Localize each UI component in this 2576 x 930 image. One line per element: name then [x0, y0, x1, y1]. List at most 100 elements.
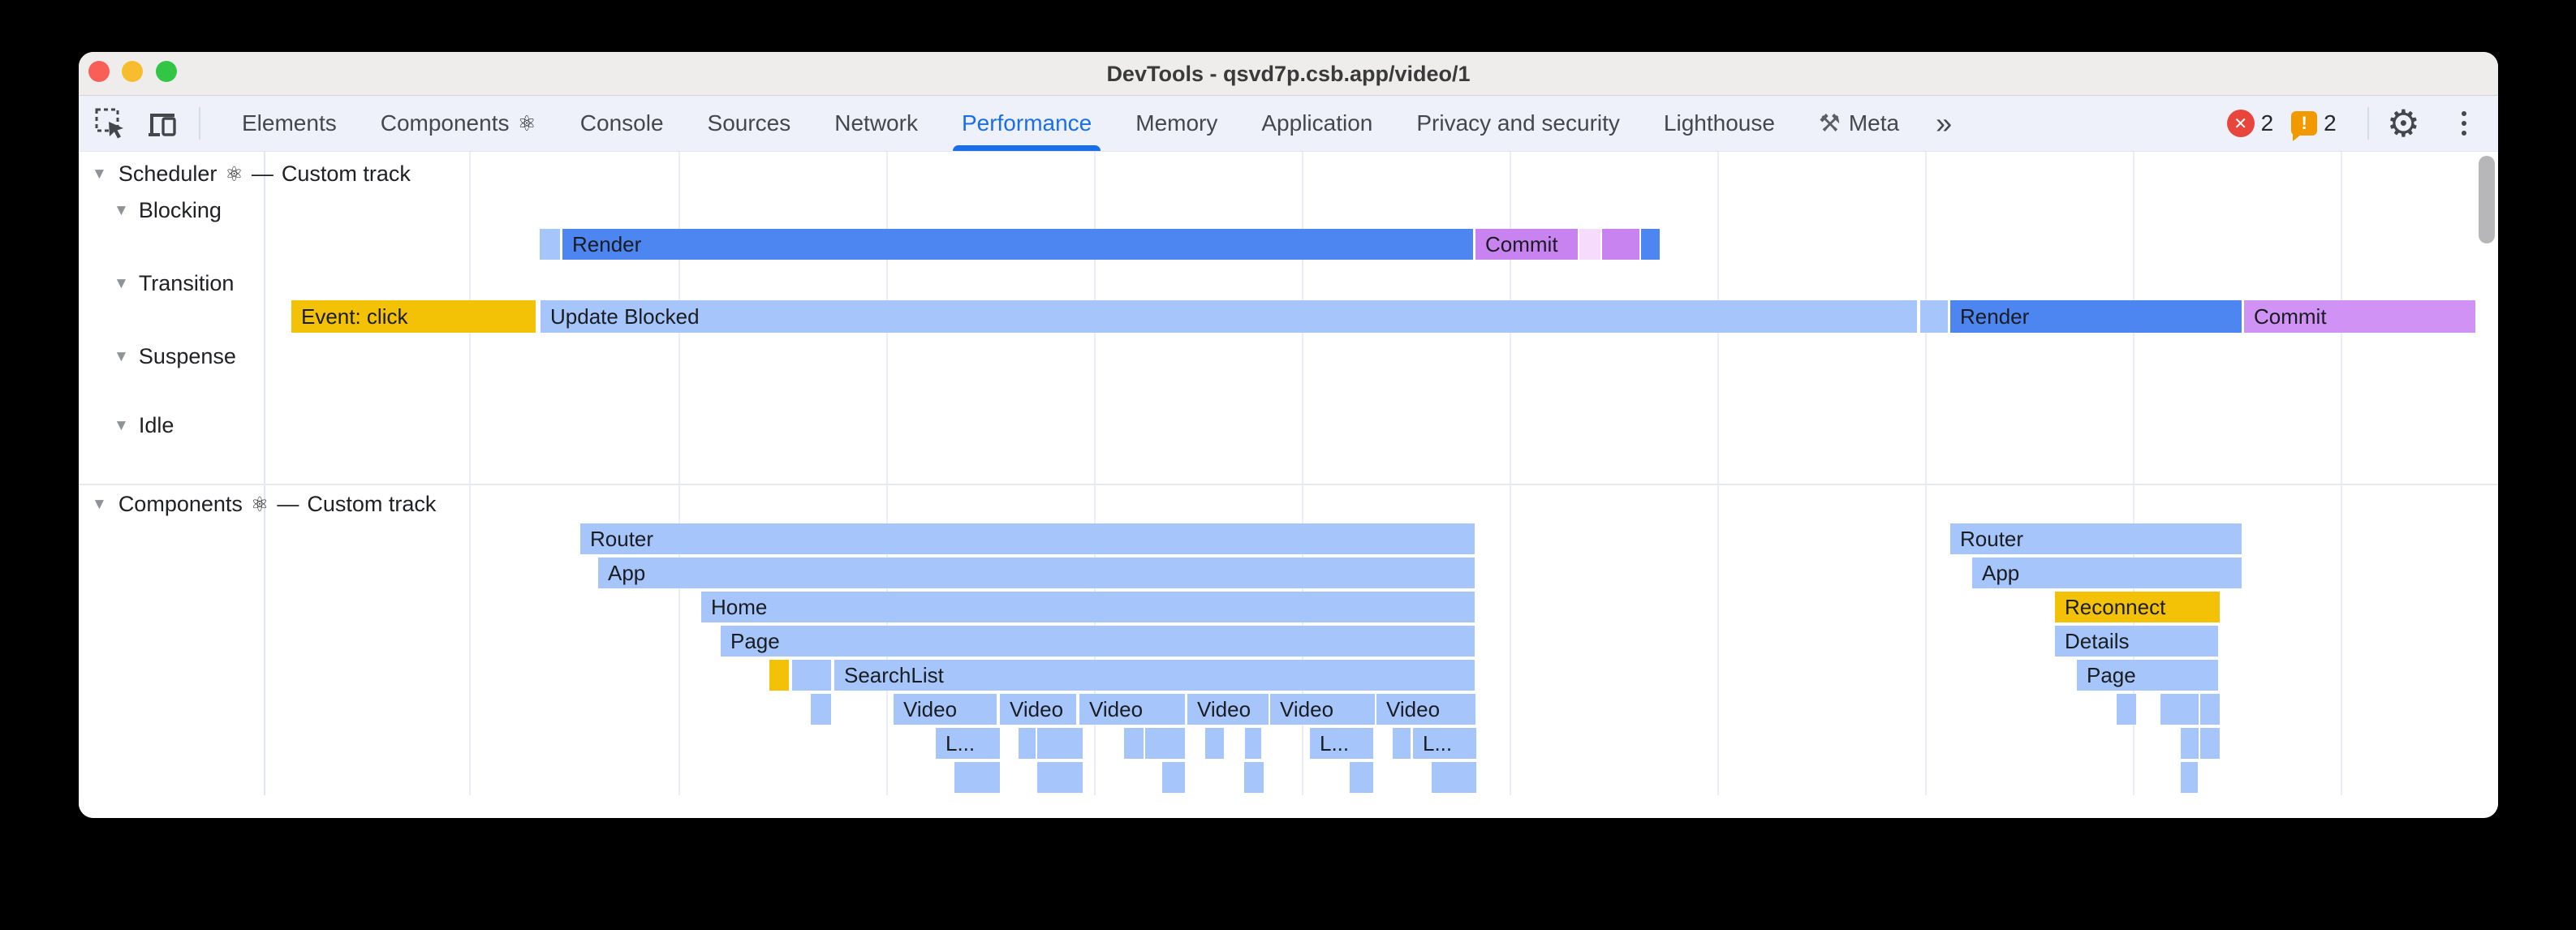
tab-performance[interactable]: Performance	[940, 96, 1114, 151]
flame-bar[interactable]	[2117, 694, 2136, 725]
tab-network[interactable]: Network	[812, 96, 940, 151]
tab-label: Lighthouse	[1663, 110, 1775, 136]
flame-bar-render[interactable]: Render	[1950, 300, 2242, 333]
flame-bar-commit[interactable]: Commit	[2244, 300, 2475, 333]
lane-label-idle[interactable]: ▼ Idle	[114, 413, 174, 438]
flame-bar[interactable]	[2160, 694, 2199, 725]
tab-meta[interactable]: ⚒ Meta	[1797, 96, 1921, 151]
flame-bar[interactable]	[1920, 300, 1948, 333]
flame-bar-page[interactable]: Page	[2077, 660, 2218, 691]
tab-privacy-and-security[interactable]: Privacy and security	[1394, 96, 1642, 151]
tab-application[interactable]: Application	[1239, 96, 1394, 151]
flame-bar-app[interactable]: App	[1972, 558, 2242, 588]
zoom-button[interactable]	[156, 61, 177, 82]
flame-bar-video[interactable]: Video	[1187, 694, 1269, 725]
flame-bar[interactable]	[1019, 728, 1036, 759]
tab-label: Meta	[1848, 110, 1900, 136]
flame-bar-video[interactable]: Video	[1270, 694, 1375, 725]
lane-name: Transition	[138, 271, 235, 295]
grid-line	[2133, 152, 2134, 795]
flame-bar[interactable]	[954, 762, 1000, 793]
close-button[interactable]	[88, 61, 110, 82]
minimize-button[interactable]	[122, 61, 143, 82]
flame-bar-home[interactable]: Home	[701, 592, 1475, 622]
tools-icon: ⚒	[1818, 110, 1841, 137]
flame-bar-event-click[interactable]: Event: click	[291, 300, 536, 333]
flame-bar[interactable]	[1245, 728, 1261, 759]
components-track-header[interactable]: ▼ Components ⚛ — Custom track	[92, 492, 436, 517]
track-name: Components	[118, 492, 243, 516]
flame-bar-render[interactable]: Render	[562, 229, 1473, 260]
flame-bar[interactable]	[2181, 762, 2198, 793]
flame-bar[interactable]	[1350, 762, 1373, 793]
warning-badge[interactable]: ! 2	[2291, 110, 2337, 141]
tab-lighthouse[interactable]: Lighthouse	[1642, 96, 1797, 151]
tab-strip: Elements Components ⚛ Console Sources Network…	[220, 96, 1921, 151]
flame-bar[interactable]	[1393, 728, 1411, 759]
flame-bar[interactable]	[1432, 762, 1476, 793]
error-badge[interactable]: ✕ 2	[2226, 110, 2273, 137]
flame-bar[interactable]	[540, 229, 560, 260]
lane-name: Suspense	[138, 344, 236, 368]
device-toolbar-icon[interactable]	[145, 106, 179, 140]
flame-bar-video[interactable]: Video	[1079, 694, 1185, 725]
tab-elements[interactable]: Elements	[220, 96, 359, 151]
flame-bar-page[interactable]: Page	[721, 626, 1475, 657]
flame-bar[interactable]	[1037, 728, 1083, 759]
grid-line	[1094, 152, 1096, 795]
flame-bar[interactable]	[1124, 728, 1144, 759]
track-suffix: Custom track	[307, 492, 437, 516]
flame-bar-l[interactable]: L...	[1310, 728, 1373, 759]
flame-bar-video[interactable]: Video	[1376, 694, 1475, 725]
dash: —	[251, 161, 274, 186]
lane-label-transition[interactable]: ▼ Transition	[114, 271, 234, 296]
collapse-triangle-icon: ▼	[114, 416, 129, 434]
more-tabs-button[interactable]: »	[1936, 106, 1953, 140]
scheduler-track-header[interactable]: ▼ Scheduler ⚛ — Custom track	[92, 161, 411, 187]
flame-bar-l[interactable]: L...	[1413, 728, 1476, 759]
kebab-menu-button[interactable]	[2446, 105, 2482, 141]
lane-name: Idle	[138, 413, 174, 437]
flame-bar[interactable]	[1602, 229, 1639, 260]
flame-bar[interactable]	[1145, 728, 1185, 759]
flame-chart: ▼ Scheduler ⚛ — Custom track ▼ Component…	[79, 152, 2498, 818]
flame-bar[interactable]	[2200, 728, 2220, 759]
flame-bar[interactable]	[792, 660, 831, 691]
inspect-element-icon[interactable]	[93, 106, 127, 140]
lane-label-blocking[interactable]: ▼ Blocking	[114, 198, 222, 223]
flame-bar[interactable]	[1205, 728, 1224, 759]
flame-bar[interactable]	[1641, 229, 1660, 260]
flame-bar[interactable]	[1244, 762, 1264, 793]
flame-bar[interactable]	[1579, 229, 1600, 260]
flame-bar-reconnect[interactable]: Reconnect	[2055, 592, 2220, 622]
flame-bar-video[interactable]: Video	[894, 694, 997, 725]
tab-label: Network	[834, 110, 918, 136]
tab-label: Application	[1261, 110, 1373, 136]
flame-bar[interactable]	[811, 694, 831, 725]
flame-bar-update-blocked[interactable]: Update Blocked	[541, 300, 1917, 333]
tab-components[interactable]: Components ⚛	[359, 96, 558, 151]
flame-bar[interactable]	[1162, 762, 1185, 793]
flame-bar[interactable]	[1037, 762, 1083, 793]
toolbar-separator	[199, 107, 200, 140]
flame-bar-l[interactable]: L...	[936, 728, 1000, 759]
flame-bar[interactable]	[769, 660, 789, 691]
flame-bar-searchlist[interactable]: SearchList	[834, 660, 1475, 691]
tab-memory[interactable]: Memory	[1114, 96, 1239, 151]
flame-bar-router[interactable]: Router	[580, 523, 1475, 554]
tab-sources[interactable]: Sources	[686, 96, 813, 151]
warning-icon: !	[2291, 111, 2318, 141]
flame-bar[interactable]	[2181, 728, 2199, 759]
flame-bar-details[interactable]: Details	[2055, 626, 2218, 657]
error-icon: ✕	[2226, 110, 2255, 137]
flame-bar-video[interactable]: Video	[1000, 694, 1076, 725]
flame-bar-commit[interactable]: Commit	[1475, 229, 1578, 260]
settings-gear-button[interactable]: ⚙	[2382, 105, 2425, 142]
lane-label-suspense[interactable]: ▼ Suspense	[114, 344, 236, 369]
scrollbar-thumb[interactable]	[2479, 156, 2495, 243]
grid-line	[2341, 152, 2342, 795]
flame-bar-router[interactable]: Router	[1950, 523, 2242, 554]
tab-console[interactable]: Console	[558, 96, 686, 151]
flame-bar[interactable]	[2200, 694, 2220, 725]
flame-bar-app[interactable]: App	[598, 558, 1475, 588]
